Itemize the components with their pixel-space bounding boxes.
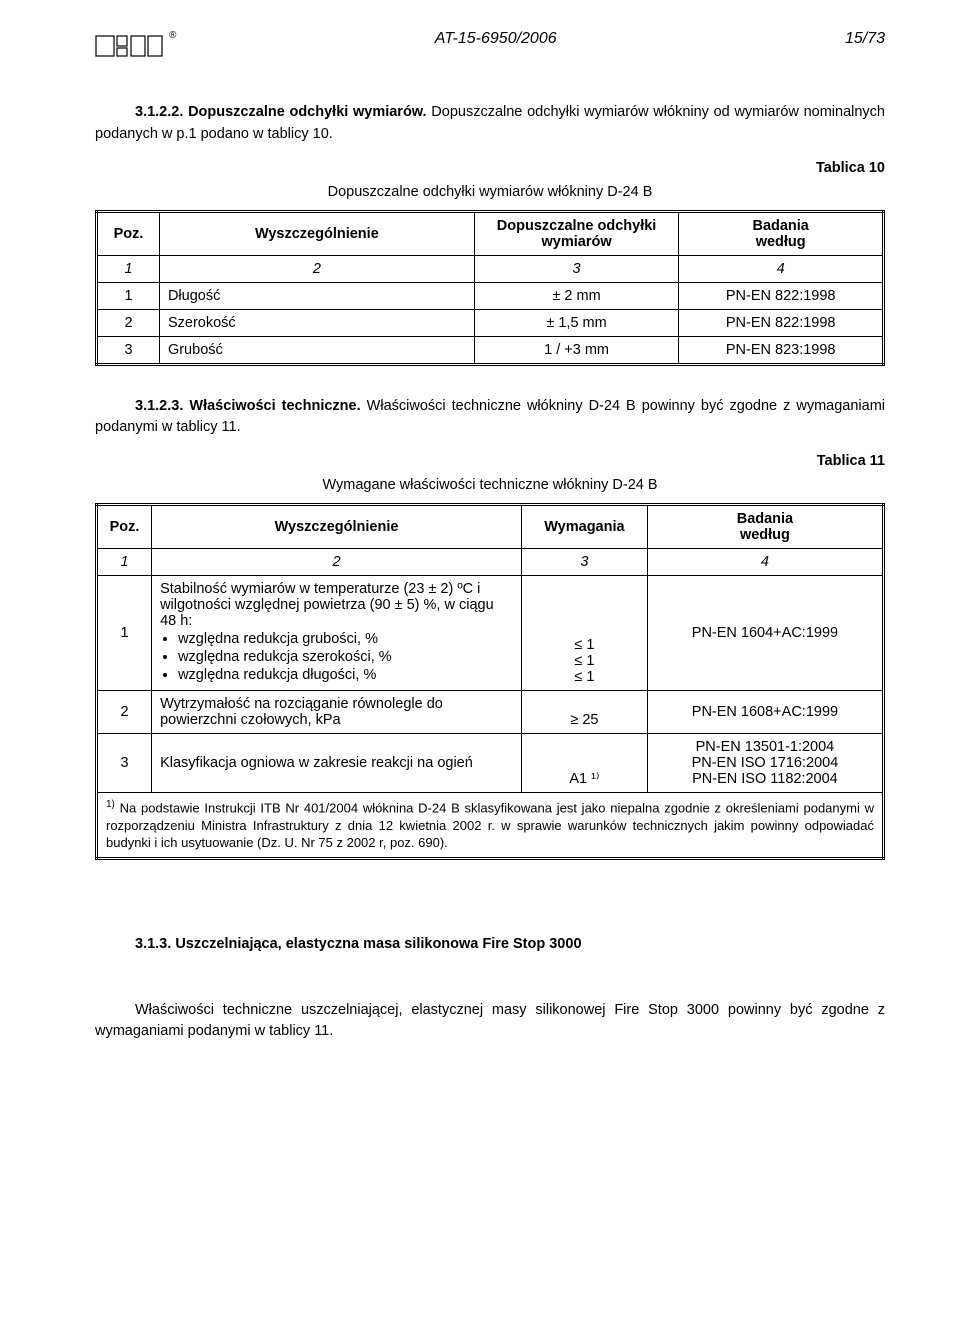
section-3-1-2-3-title: Właściwości techniczne. xyxy=(189,398,360,414)
section-3-1-3-title: Uszczelniająca, elastyczna masa silikono… xyxy=(175,936,581,952)
cell: Wytrzymałość na rozciąganie równolegle d… xyxy=(152,691,522,734)
table-row: 1) Na podstawie Instrukcji ITB Nr 401/20… xyxy=(97,793,884,859)
cell: 3 xyxy=(97,336,160,364)
cell: PN-EN 13501-1:2004 PN-EN ISO 1716:2004 P… xyxy=(647,734,883,793)
table-11: Poz. Wyszczególnienie Wymagania Badania … xyxy=(95,503,885,860)
table-row: 2 Szerokość ± 1,5 mm PN-EN 822:1998 xyxy=(97,309,884,336)
section-3-1-2-2: 3.1.2.2. Dopuszczalne odchyłki wymiarów.… xyxy=(95,102,885,146)
section-3-1-2-3: 3.1.2.3. Właściwości techniczne. Właściw… xyxy=(95,396,885,440)
col-index: 4 xyxy=(679,255,884,282)
table-header-poz: Poz. xyxy=(97,505,152,549)
row1-intro: Stabilność wymiarów w temperaturze (23 ±… xyxy=(160,581,494,629)
cell: PN-EN 1608+AC:1999 xyxy=(647,691,883,734)
table-row: 1 2 3 4 xyxy=(97,549,884,576)
section-3-1-2-2-number: 3.1.2.2. xyxy=(135,104,183,120)
cell: PN-EN 822:1998 xyxy=(679,309,884,336)
cell: 1 / +3 mm xyxy=(474,336,679,364)
logo: ® xyxy=(95,30,176,62)
section-3-1-3-heading: 3.1.3. Uszczelniająca, elastyczna masa s… xyxy=(95,934,885,956)
document-page: ® AT-15-6950/2006 15/73 3.1.2.2. Dopuszc… xyxy=(0,0,960,1335)
section-3-1-2-2-title: Dopuszczalne odchyłki wymiarów. xyxy=(188,104,427,120)
table-header-wysz: Wyszczególnienie xyxy=(159,211,474,255)
list-item: względna redukcja długości, % xyxy=(178,667,513,683)
cell: ≥ 25 xyxy=(521,691,647,734)
table-10: Poz. Wyszczególnienie Dopuszczalne odchy… xyxy=(95,210,885,366)
cell: 3 xyxy=(97,734,152,793)
footnote-mark: 1) xyxy=(106,799,115,810)
section-3-1-3-number: 3.1.3. xyxy=(135,936,171,952)
table-header-wysz: Wyszczególnienie xyxy=(152,505,522,549)
cell: 2 xyxy=(97,309,160,336)
footnote-text: Na podstawie Instrukcji ITB Nr 401/2004 … xyxy=(106,800,874,850)
col-index: 1 xyxy=(97,255,160,282)
table-row: 1 Stabilność wymiarów w temperaturze (23… xyxy=(97,576,884,691)
table-header-bad: Badania według xyxy=(647,505,883,549)
col-index: 2 xyxy=(152,549,522,576)
cell: ≤ 1 ≤ 1 ≤ 1 xyxy=(521,576,647,691)
table-header-dop: Dopuszczalne odchyłki wymiarów xyxy=(474,211,679,255)
cell: 2 xyxy=(97,691,152,734)
list-item: względna redukcja szerokości, % xyxy=(178,649,513,665)
registered-mark: ® xyxy=(169,30,176,41)
col-index: 2 xyxy=(159,255,474,282)
section-3-1-2-3-number: 3.1.2.3. xyxy=(135,398,183,414)
table-10-label: Tablica 10 xyxy=(95,160,885,176)
table-row: 3 Klasyfikacja ogniowa w zakresie reakcj… xyxy=(97,734,884,793)
cell: 1 xyxy=(97,282,160,309)
col-index: 3 xyxy=(521,549,647,576)
cell: Stabilność wymiarów w temperaturze (23 ±… xyxy=(152,576,522,691)
cell: Szerokość xyxy=(159,309,474,336)
cell: 1 xyxy=(97,576,152,691)
table-11-footnote: 1) Na podstawie Instrukcji ITB Nr 401/20… xyxy=(97,793,884,859)
cell: Długość xyxy=(159,282,474,309)
table-row: 1 2 3 4 xyxy=(97,255,884,282)
cell: PN-EN 822:1998 xyxy=(679,282,884,309)
cell: ± 2 mm xyxy=(474,282,679,309)
table-header-wym: Wymagania xyxy=(521,505,647,549)
page-header: ® AT-15-6950/2006 15/73 xyxy=(95,30,885,62)
table-row: Poz. Wyszczególnienie Dopuszczalne odchy… xyxy=(97,211,884,255)
col-index: 1 xyxy=(97,549,152,576)
cell: PN-EN 823:1998 xyxy=(679,336,884,364)
col-index: 4 xyxy=(647,549,883,576)
section-3-1-3-body: Właściwości techniczne uszczelniającej, … xyxy=(95,1000,885,1044)
table-11-label: Tablica 11 xyxy=(95,453,885,469)
col-index: 3 xyxy=(474,255,679,282)
cell: A1 ¹⁾ xyxy=(521,734,647,793)
table-row: Poz. Wyszczególnienie Wymagania Badania … xyxy=(97,505,884,549)
page-number: 15/73 xyxy=(815,30,885,48)
table-10-caption: Dopuszczalne odchyłki wymiarów włókniny … xyxy=(95,184,885,200)
table-row: 3 Grubość 1 / +3 mm PN-EN 823:1998 xyxy=(97,336,884,364)
table-header-bad: Badania według xyxy=(679,211,884,255)
logo-icon xyxy=(95,30,167,62)
cell: Grubość xyxy=(159,336,474,364)
document-number: AT-15-6950/2006 xyxy=(176,30,815,48)
table-11-caption: Wymagane właściwości techniczne włókniny… xyxy=(95,477,885,493)
table-row: 1 Długość ± 2 mm PN-EN 822:1998 xyxy=(97,282,884,309)
cell: PN-EN 1604+AC:1999 xyxy=(647,576,883,691)
table-header-poz: Poz. xyxy=(97,211,160,255)
cell: ± 1,5 mm xyxy=(474,309,679,336)
cell: Klasyfikacja ogniowa w zakresie reakcji … xyxy=(152,734,522,793)
table-row: 2 Wytrzymałość na rozciąganie równolegle… xyxy=(97,691,884,734)
list-item: względna redukcja grubości, % xyxy=(178,631,513,647)
row1-bullets: względna redukcja grubości, % względna r… xyxy=(160,631,513,683)
